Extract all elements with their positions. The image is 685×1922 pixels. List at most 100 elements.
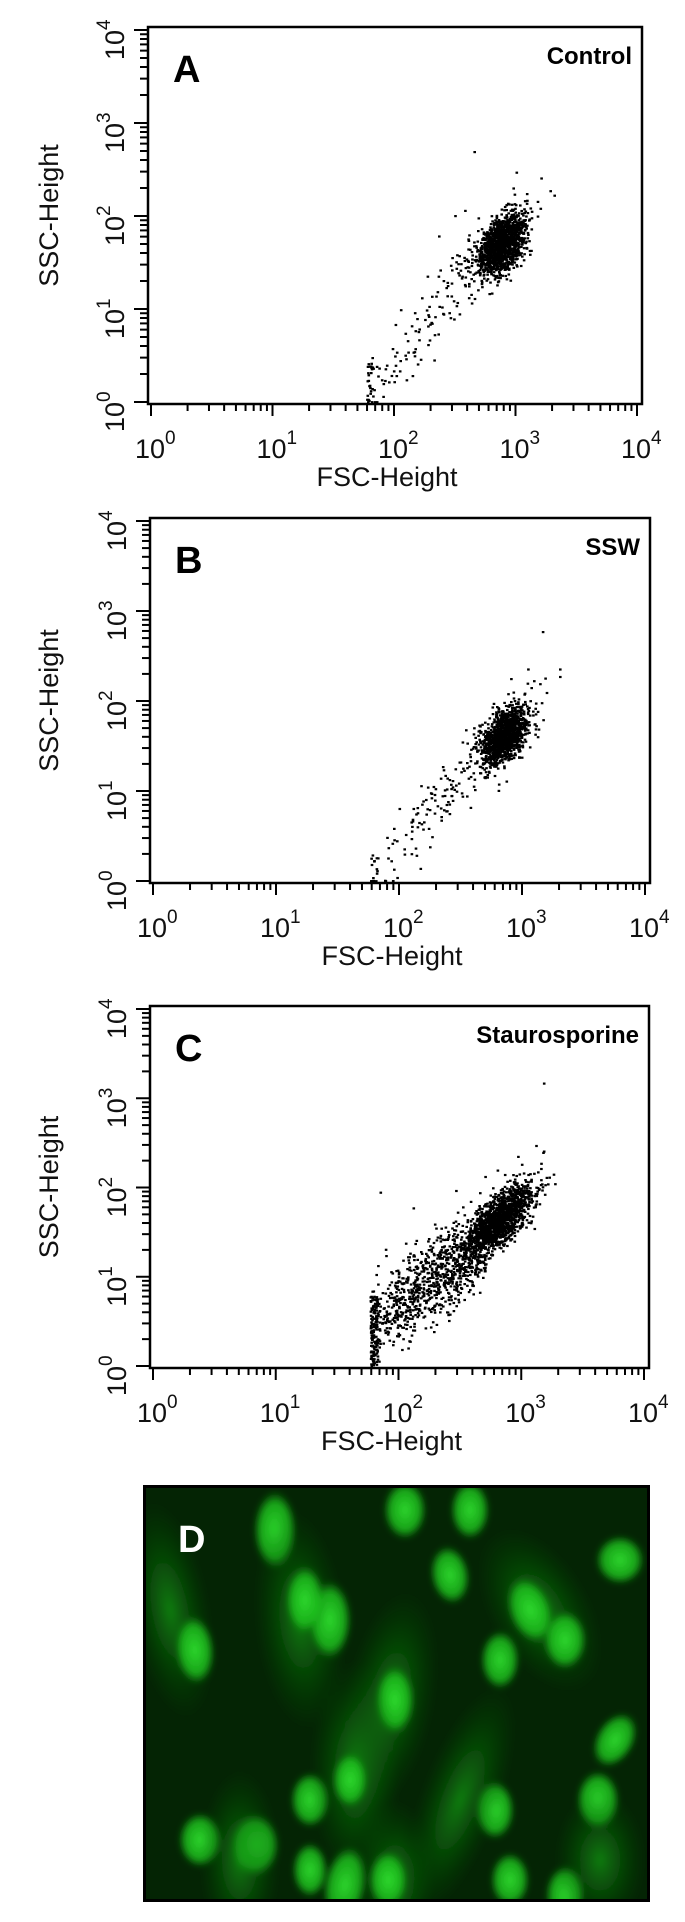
data-point: [513, 203, 517, 206]
data-point: [506, 1237, 510, 1240]
data-point: [370, 863, 374, 867]
data-point: [499, 249, 502, 252]
data-point: [474, 1231, 478, 1234]
data-point: [524, 703, 527, 706]
data-point: [437, 275, 441, 278]
data-point: [492, 262, 496, 265]
data-point: [497, 1197, 500, 1200]
data-point: [511, 1192, 515, 1195]
data-point: [515, 1183, 519, 1186]
data-point: [406, 1278, 410, 1281]
data-point: [395, 1270, 398, 1273]
data-point: [520, 741, 523, 744]
data-point: [510, 218, 514, 221]
data-point: [491, 261, 494, 264]
data-point: [525, 1196, 528, 1199]
data-point: [394, 1314, 397, 1317]
data-point: [431, 322, 434, 325]
data-point: [467, 238, 470, 241]
data-point: [508, 261, 512, 265]
data-point: [445, 1288, 449, 1292]
data-point: [508, 742, 512, 745]
data-point: [494, 1209, 497, 1212]
data-point: [474, 255, 478, 258]
data-point: [478, 729, 482, 732]
data-point: [507, 731, 510, 734]
data-point: [509, 1208, 512, 1212]
data-point: [499, 733, 503, 736]
data-point: [498, 237, 501, 240]
data-point: [482, 236, 485, 240]
data-point: [402, 1338, 405, 1341]
data-point: [496, 225, 499, 228]
data-point: [430, 797, 434, 800]
data-point: [482, 733, 485, 736]
data-point: [498, 230, 501, 233]
data-point: [489, 260, 493, 263]
data-point: [486, 1202, 489, 1205]
data-point: [503, 253, 507, 256]
data-point: [384, 368, 388, 371]
data-point: [501, 745, 505, 748]
data-point: [500, 226, 503, 229]
data-point: [487, 741, 491, 744]
data-point: [489, 1203, 493, 1206]
data-point: [525, 202, 529, 205]
data-point: [480, 1215, 483, 1218]
data-point: [405, 1280, 408, 1283]
data-point: [445, 1253, 448, 1256]
data-point: [505, 278, 509, 281]
data-point: [530, 1197, 533, 1200]
data-point: [495, 1204, 499, 1207]
data-point: [500, 231, 504, 234]
data-point: [489, 281, 492, 284]
data-point: [502, 1250, 505, 1253]
data-point: [372, 879, 375, 883]
data-point: [446, 1273, 450, 1276]
data-point: [459, 1254, 463, 1257]
data-point: [511, 228, 514, 232]
data-point: [489, 754, 492, 758]
data-point: [500, 266, 504, 270]
data-point: [514, 211, 517, 214]
data-point: [493, 231, 496, 235]
data-point: [512, 1197, 516, 1200]
data-point: [509, 1206, 513, 1209]
data-point: [478, 738, 481, 741]
data-point: [461, 795, 465, 798]
data-point: [491, 754, 495, 757]
data-point: [388, 1339, 392, 1342]
data-point: [498, 1212, 501, 1215]
data-point: [528, 219, 531, 222]
data-point: [425, 798, 428, 802]
data-point: [530, 1201, 533, 1204]
data-point: [412, 1287, 416, 1290]
data-point: [482, 1276, 485, 1279]
data-point: [481, 286, 484, 289]
data-point: [485, 1230, 489, 1233]
data-point: [458, 274, 461, 277]
data-point: [520, 735, 523, 738]
data-point: [518, 729, 521, 732]
data-point: [434, 788, 438, 791]
data-point: [494, 241, 498, 244]
data-point: [511, 242, 514, 245]
data-point: [393, 868, 396, 871]
data-point: [513, 1178, 517, 1181]
data-point: [493, 1234, 496, 1237]
data-point: [525, 1205, 529, 1208]
data-point: [513, 261, 517, 264]
data-point: [530, 217, 534, 220]
data-point: [493, 234, 496, 237]
data-point: [509, 1190, 513, 1193]
data-point: [465, 1225, 468, 1228]
data-point: [521, 225, 524, 228]
data-point: [494, 737, 498, 741]
data-point: [397, 1300, 401, 1303]
data-point: [523, 1204, 526, 1207]
data-point: [486, 1232, 490, 1235]
data-point: [504, 736, 508, 739]
data-point: [404, 833, 408, 837]
data-point: [396, 1269, 400, 1272]
data-point: [519, 714, 523, 717]
